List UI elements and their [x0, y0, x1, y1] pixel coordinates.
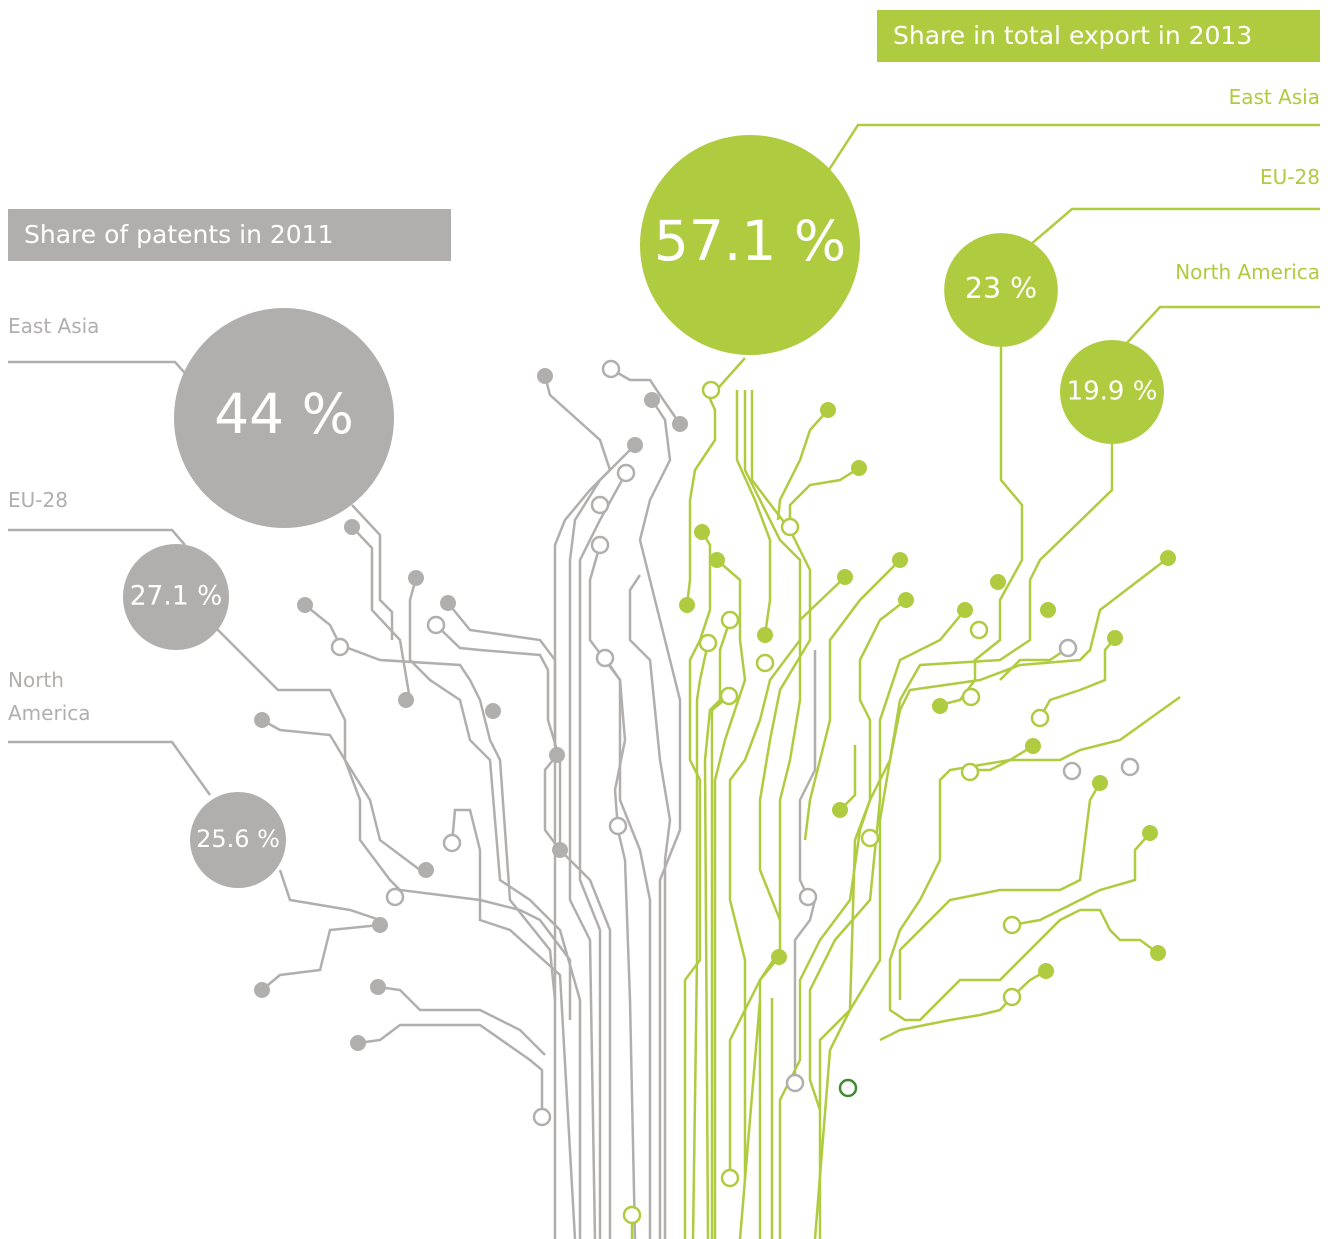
bubble — [122, 543, 230, 651]
circuit-rings-green — [622, 380, 1050, 1225]
panel-title: Share of patents in 2011 — [8, 209, 451, 261]
bubble-label: 23 % — [965, 272, 1037, 305]
category-label: North America — [1175, 260, 1320, 284]
bubble-label: 57.1 % — [654, 209, 846, 273]
bubble — [1060, 340, 1164, 444]
panel-title: Share in total export in 2013 — [877, 10, 1320, 62]
bubble-label: 27.1 % — [130, 581, 223, 612]
bubble — [944, 233, 1058, 347]
category-label: EU-28 — [8, 488, 68, 512]
category-label: North America — [8, 668, 91, 725]
circuit-decoration — [8, 123, 1320, 1239]
circuit-rings — [330, 359, 1140, 1127]
bubble-label: 44 % — [214, 382, 354, 446]
bubble — [190, 792, 286, 888]
circuit-nodes-green — [679, 402, 1176, 979]
bubble-label: 19.9 % — [1067, 377, 1158, 407]
category-label: EU-28 — [1260, 165, 1320, 189]
bubble — [640, 135, 860, 355]
bubble-label: 25.6 % — [196, 825, 280, 853]
bubble — [174, 308, 394, 528]
category-label: East Asia — [8, 314, 100, 338]
category-label: East Asia — [1228, 85, 1320, 109]
circuit-nodes — [254, 368, 688, 1051]
